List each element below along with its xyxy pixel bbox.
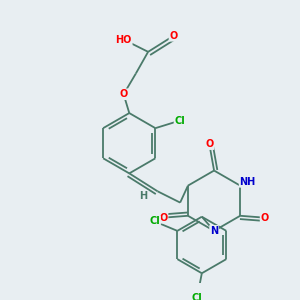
Text: N: N	[210, 226, 218, 236]
Text: O: O	[169, 31, 178, 41]
Text: O: O	[159, 213, 168, 223]
Text: O: O	[205, 139, 214, 149]
Text: Cl: Cl	[175, 116, 185, 126]
Text: H: H	[139, 191, 148, 201]
Text: NH: NH	[240, 177, 256, 187]
Text: HO: HO	[116, 34, 132, 45]
Text: O: O	[119, 89, 128, 99]
Text: Cl: Cl	[149, 216, 160, 226]
Text: Cl: Cl	[192, 293, 203, 300]
Text: O: O	[261, 213, 269, 223]
